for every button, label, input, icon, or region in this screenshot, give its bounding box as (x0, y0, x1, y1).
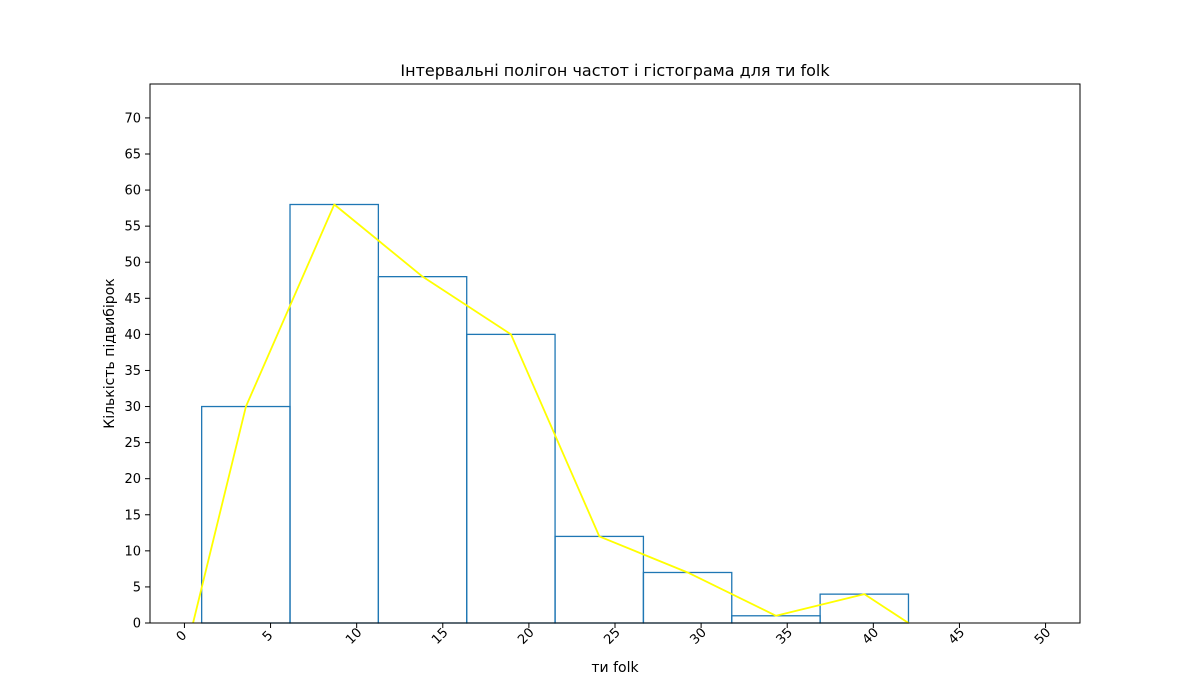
y-tick-label: 70 (124, 111, 141, 126)
y-tick-label: 45 (124, 292, 141, 307)
x-tick-label: 10 (343, 625, 365, 647)
y-tick-label: 25 (124, 436, 141, 451)
frequency-polygon-line (192, 203, 909, 624)
x-tick-label: 25 (601, 625, 623, 647)
x-tick-label: 45 (946, 625, 968, 647)
histogram-bar (819, 593, 910, 624)
x-tick-label: 5 (260, 628, 276, 644)
histogram-bar (201, 405, 291, 624)
y-tick-label: 50 (124, 256, 141, 271)
y-tick-label: 65 (124, 147, 141, 162)
y-tick-label: 15 (124, 508, 141, 523)
y-axis: 0 5 10 15 20 25 30 35 40 45 50 55 60 65 70 (124, 111, 150, 632)
x-tick-label: 20 (515, 625, 537, 647)
plot-area (192, 203, 910, 624)
histogram-bar (731, 615, 821, 624)
y-tick-label: 10 (124, 544, 141, 559)
y-tick-label: 55 (124, 220, 141, 235)
x-tick-label: 30 (687, 625, 709, 647)
x-tick-label: 15 (429, 625, 451, 647)
y-tick-label: 5 (133, 580, 141, 595)
x-tick-label: 40 (860, 625, 882, 647)
x-tick-label: 50 (1032, 625, 1054, 647)
histogram-bar (642, 571, 733, 624)
y-tick-label: 35 (124, 364, 141, 379)
x-tick-label: 35 (774, 625, 796, 647)
y-tick-label: 20 (124, 472, 141, 487)
chart-title: Інтервальні полігон частот і гістограма … (400, 61, 830, 80)
y-tick-label: 60 (124, 184, 141, 199)
y-axis-label: Кількість підвибірок (102, 278, 118, 428)
histogram-bar (377, 276, 468, 624)
histogram-bar (466, 333, 556, 624)
x-tick-label: 0 (174, 628, 190, 644)
histogram-bar (289, 203, 380, 624)
x-axis: 0 5 10 15 20 25 30 35 40 45 50 (174, 623, 1054, 648)
y-tick-label: 40 (124, 328, 141, 343)
y-tick-label: 30 (124, 400, 141, 415)
x-axis-label: ти folk (591, 660, 639, 676)
y-tick-label: 0 (133, 617, 141, 632)
